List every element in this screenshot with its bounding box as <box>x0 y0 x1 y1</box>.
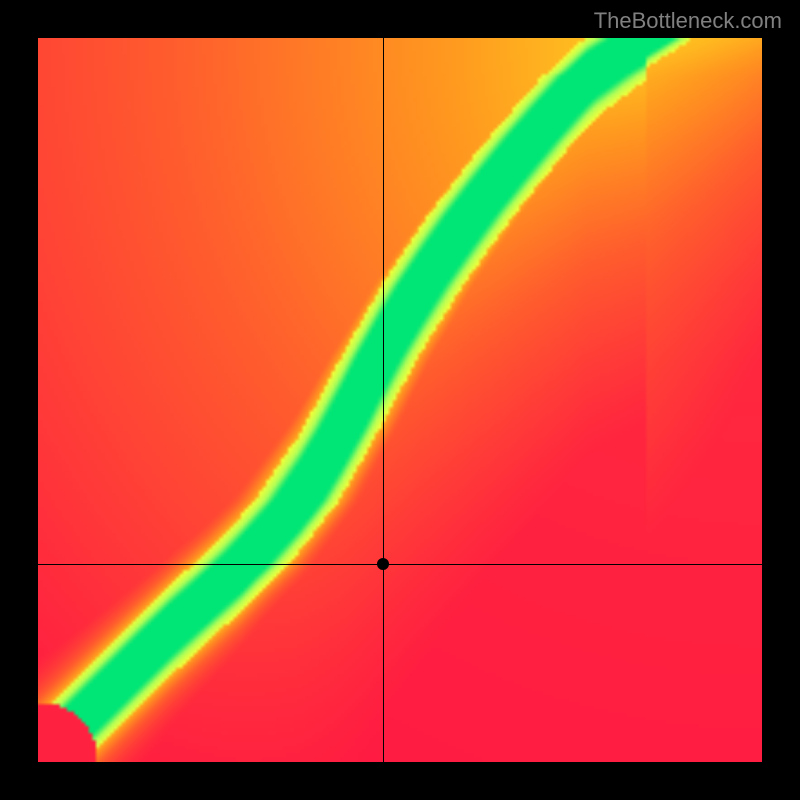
crosshair-vertical <box>383 38 384 762</box>
watermark-text: TheBottleneck.com <box>594 8 782 34</box>
heatmap-chart <box>38 38 762 762</box>
heatmap-canvas <box>38 38 762 762</box>
crosshair-horizontal <box>38 564 762 565</box>
crosshair-marker[interactable] <box>377 558 389 570</box>
